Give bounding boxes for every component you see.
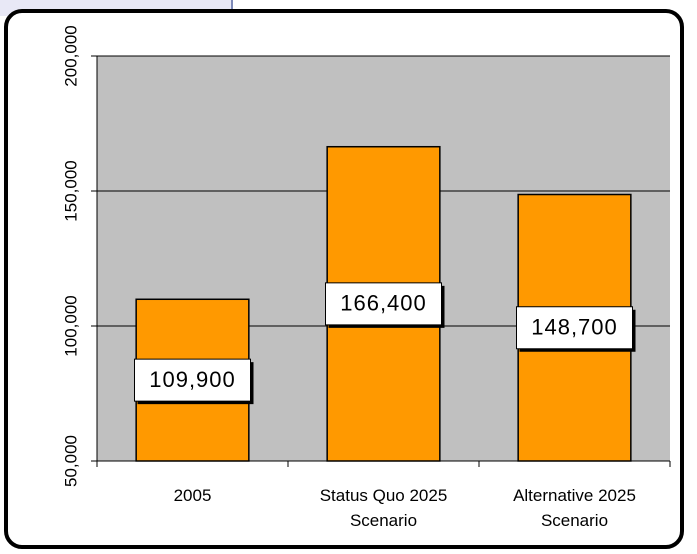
bar-chart: 50,000 100,000 150,000 200,000 2005 Status Q… (61, 25, 671, 530)
x-category-label: Alternative 2025 Scenario (513, 486, 636, 530)
y-tick-label: 100,000 (61, 295, 80, 356)
data-labels: 109,900 166,400 148,700 (134, 282, 636, 405)
background-divider (231, 0, 233, 16)
data-label-text: 109,900 (149, 367, 236, 392)
background-right-strip (688, 0, 697, 554)
data-label: 166,400 (325, 282, 445, 328)
data-label-text: 148,700 (531, 315, 618, 340)
y-tick-label: 50,000 (61, 435, 80, 487)
data-label: 148,700 (516, 306, 636, 352)
y-axis-ticks: 50,000 100,000 150,000 200,000 (61, 25, 97, 487)
data-label-box (325, 282, 442, 326)
x-axis-ticks: 2005 Status Quo 2025 Scenario Alternative 2… (96, 461, 671, 530)
data-label: 109,900 (134, 358, 254, 405)
data-label-text: 166,400 (340, 291, 427, 316)
x-category-label: 2005 (174, 486, 212, 505)
y-tick-label: 150,000 (61, 160, 80, 221)
x-category-label: Status Quo 2025 Scenario (320, 486, 448, 530)
chart-frame: 50,000 100,000 150,000 200,000 2005 Status Q… (4, 9, 684, 549)
y-tick-label: 200,000 (61, 25, 80, 86)
data-label-box (134, 358, 251, 402)
data-label-box (516, 306, 633, 350)
